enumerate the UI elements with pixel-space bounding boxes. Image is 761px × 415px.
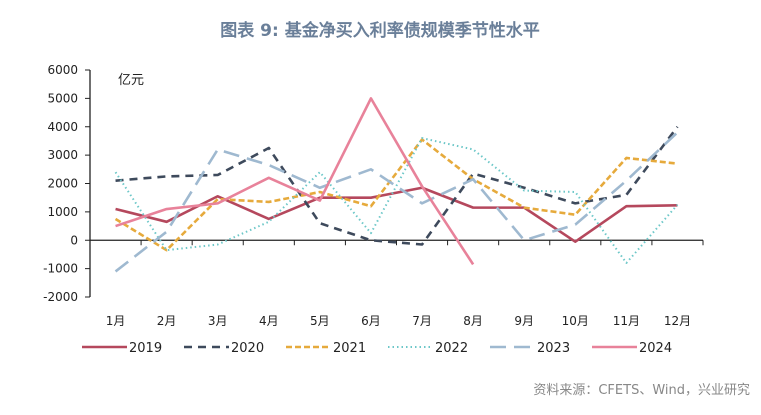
x-tick-label: 12月 [664, 314, 691, 328]
x-tick-label: 2月 [157, 314, 177, 328]
series-line-2024 [115, 97, 475, 266]
legend-label-2023: 2023 [537, 341, 570, 356]
y-tick-label: 6000 [47, 63, 78, 77]
y-axis-unit-label: 亿元 [118, 73, 144, 88]
legend-label-2021: 2021 [333, 341, 366, 356]
y-tick-label: 5000 [47, 91, 78, 105]
x-tick-label: 4月 [259, 314, 279, 328]
legend-label-2020: 2020 [231, 341, 264, 356]
x-tick-label: 7月 [412, 314, 432, 328]
legend-label-2022: 2022 [435, 341, 468, 356]
series-line-2022 [114, 137, 679, 264]
source-note: 资料来源：CFETS、Wind，兴业研究 [533, 383, 750, 398]
chart-title: 图表 9: 基金净买入利率债规模季节性水平 [220, 20, 539, 41]
x-tick-label: 10月 [562, 314, 589, 328]
x-tick-label: 5月 [310, 314, 330, 328]
x-tick-label: 6月 [361, 314, 381, 328]
series-line-2021 [114, 138, 678, 252]
x-tick-label: 1月 [106, 314, 126, 328]
legend-label-2024: 2024 [639, 341, 672, 356]
x-tick-label: 11月 [613, 314, 640, 328]
y-tick-label: -2000 [43, 290, 78, 304]
y-tick-label: 0 [70, 233, 78, 247]
y-tick-label: -1000 [43, 262, 78, 276]
x-tick-label: 3月 [208, 314, 228, 328]
series-line-2019 [115, 186, 678, 243]
legend-label-2019: 2019 [129, 341, 162, 356]
y-tick-label: 1000 [47, 205, 78, 219]
y-tick-label: 2000 [47, 177, 78, 191]
y-tick-label: 3000 [47, 148, 78, 162]
x-tick-label: 9月 [514, 314, 534, 328]
series-line-2023 [114, 131, 679, 273]
y-tick-label: 4000 [47, 120, 78, 134]
x-tick-label: 8月 [463, 314, 483, 328]
